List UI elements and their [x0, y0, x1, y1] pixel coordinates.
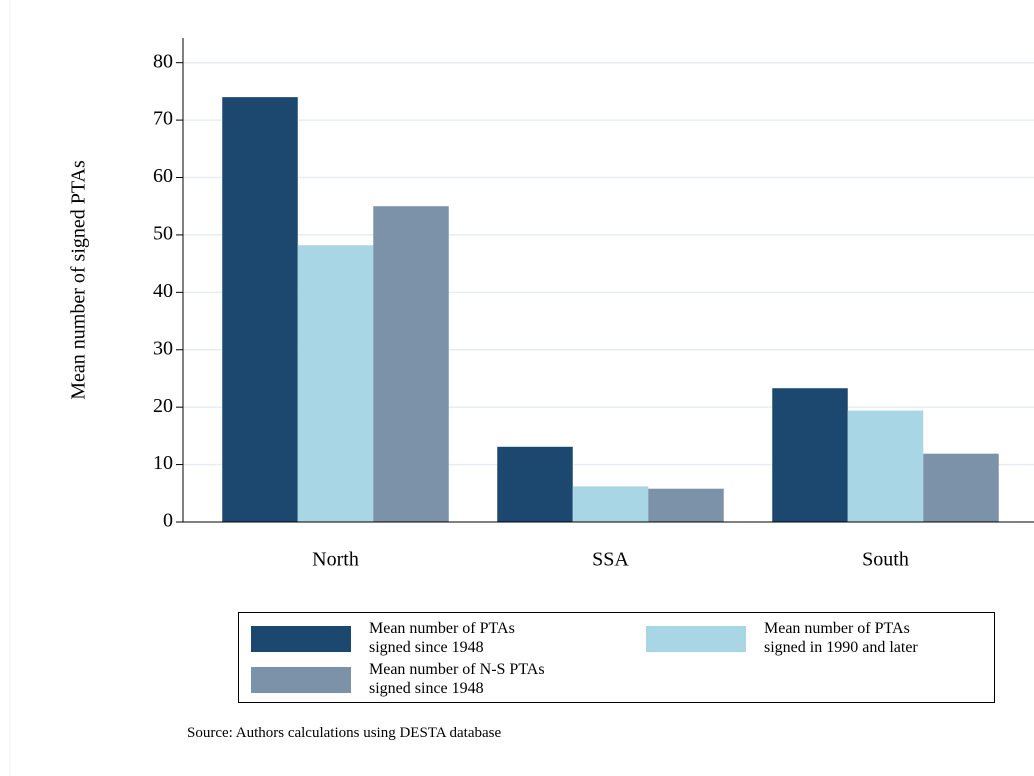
- legend-label: Mean number of N-S PTAs signed since 194…: [369, 661, 545, 697]
- y-tick-label: 20: [153, 395, 173, 417]
- x-tick-label: North: [312, 549, 359, 571]
- legend-label: Mean number of PTAs signed in 1990 and l…: [764, 620, 918, 656]
- bar: [648, 488, 724, 522]
- y-tick-label: 80: [153, 50, 173, 72]
- y-tick-label: 10: [153, 452, 173, 474]
- bar: [222, 97, 298, 523]
- y-tick-label: 0: [163, 510, 173, 532]
- bar: [373, 206, 449, 522]
- bar: [497, 446, 573, 522]
- source-note: Source: Authors calculations using DESTA…: [187, 725, 502, 741]
- legend-swatch: [251, 626, 351, 652]
- y-tick-label: 70: [153, 108, 173, 130]
- y-tick-label: 50: [153, 223, 173, 245]
- bar: [923, 453, 999, 522]
- bar: [772, 388, 848, 522]
- bar: [572, 486, 649, 522]
- legend-swatch: [251, 667, 351, 693]
- bar: [297, 245, 374, 522]
- bar: [847, 410, 924, 522]
- legend: Mean number of PTAs signed since 1948 Mea…: [238, 612, 995, 703]
- y-tick-label: 40: [153, 280, 173, 302]
- x-tick-label: South: [862, 549, 909, 571]
- x-tick-label: SSA: [592, 549, 629, 571]
- y-axis-label: Mean number of signed PTAs: [68, 160, 90, 400]
- y-tick-label: 30: [153, 337, 173, 359]
- y-tick-label: 60: [153, 165, 173, 187]
- legend-swatch: [646, 626, 746, 652]
- legend-label: Mean number of PTAs signed since 1948: [369, 620, 515, 656]
